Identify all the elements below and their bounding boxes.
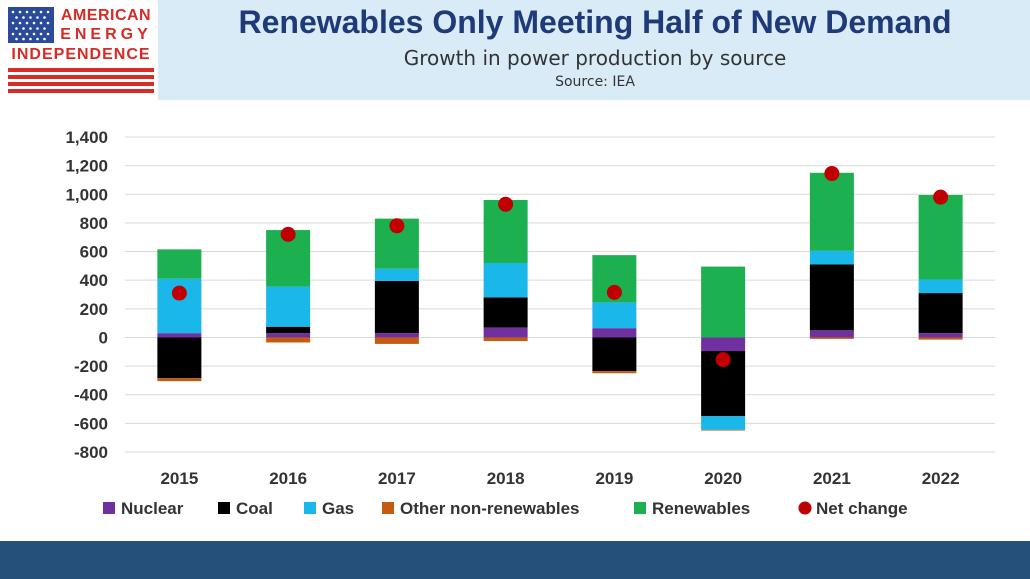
net-change-point-2015 [171, 285, 187, 301]
legend-label-gas: Gas [322, 499, 354, 518]
bar-segment-other-non-renewables-2018 [483, 337, 528, 342]
y-tick-label: 800 [80, 214, 108, 233]
legend-swatch-coal [218, 502, 230, 514]
footer-band [0, 541, 1030, 579]
bar-segment-other-non-renewables-2020 [701, 429, 746, 431]
bar-segment-gas-2016 [266, 286, 311, 327]
y-tick-label: -400 [74, 386, 108, 405]
net-change-point-2016 [280, 226, 296, 242]
y-tick-label: 200 [80, 300, 108, 319]
bar-segment-other-non-renewables-2015 [157, 378, 202, 382]
chart-legend: Nuclear Coal Gas Other non-renewables Renewa… [103, 499, 908, 518]
y-tick-label: 1,400 [65, 128, 108, 147]
bar-segment-nuclear-2018 [483, 327, 528, 338]
y-tick-label: 0 [99, 328, 108, 347]
y-tick-label: 400 [80, 271, 108, 290]
x-tick-label: 2021 [813, 469, 851, 488]
bar-segment-nuclear-2019 [592, 328, 637, 338]
chart-header: AMERICAN ENERGY INDEPENDENCE Renewables … [0, 0, 1030, 100]
flag-stripes-icon [8, 68, 154, 93]
bar-segment-nuclear-2020 [701, 337, 746, 352]
y-tick-label: 1,200 [65, 157, 108, 176]
net-change-point-2018 [498, 196, 514, 212]
chart-subtitle: Growth in power production by source [403, 46, 787, 70]
net-change-point-2017 [389, 218, 405, 234]
bar-segment-gas-2020 [701, 416, 746, 430]
bar-segment-other-non-renewables-2021 [809, 337, 854, 339]
legend-swatch-nuclear [103, 502, 115, 514]
legend-swatch-other-non-renewables [382, 502, 394, 514]
bar-segment-other-non-renewables-2017 [374, 337, 419, 344]
y-tick-label: 600 [80, 243, 108, 262]
logo-text-energy: ENERGY [60, 26, 152, 43]
bar-segment-renewables-2021 [809, 172, 854, 251]
x-tick-label: 2022 [922, 469, 960, 488]
legend-label-other-non-renewables: Other non-renewables [400, 499, 579, 518]
bar-segment-coal-2022 [918, 293, 963, 334]
y-axis-ticks: 1,400 1,200 1,000 800 600 400 200 0 -200 -400 -600… [65, 128, 108, 462]
legend-swatch-gas [304, 502, 316, 514]
x-tick-label: 2020 [704, 469, 742, 488]
net-change-point-2020 [715, 352, 731, 368]
y-tick-label: 1,000 [65, 185, 108, 204]
bar-segment-coal-2019 [592, 337, 637, 372]
y-tick-label: -200 [74, 357, 108, 376]
x-tick-label: 2015 [160, 469, 198, 488]
net-change-point-2021 [824, 166, 840, 182]
legend-label-nuclear: Nuclear [121, 499, 184, 518]
legend-swatch-net-change [798, 501, 812, 515]
logo-text-american: AMERICAN [60, 7, 152, 24]
logo-text-independence: INDEPENDENCE [11, 46, 151, 63]
bar-segment-nuclear-2021 [809, 330, 854, 338]
bar-segment-nuclear-2022 [918, 333, 963, 338]
bar-segment-other-non-renewables-2019 [592, 371, 637, 374]
bar-segment-coal-2016 [266, 326, 311, 334]
x-tick-label: 2019 [595, 469, 633, 488]
x-tick-label: 2017 [378, 469, 416, 488]
gridlines [125, 136, 995, 453]
bar-segment-gas-2018 [483, 263, 528, 298]
net-change-point-2022 [933, 189, 949, 205]
bar-segment-renewables-2015 [157, 249, 202, 279]
bar-segment-coal-2018 [483, 297, 528, 328]
y-tick-label: -800 [74, 443, 108, 462]
legend-swatch-renewables [634, 502, 646, 514]
bar-segment-coal-2021 [809, 264, 854, 331]
bar-segment-renewables-2022 [918, 194, 963, 280]
bar-segment-other-non-renewables-2022 [918, 337, 963, 340]
bar-segment-coal-2015 [157, 337, 202, 379]
bar-segment-coal-2017 [374, 280, 419, 334]
legend-label-renewables: Renewables [652, 499, 750, 518]
bar-segment-nuclear-2017 [374, 333, 419, 338]
bar-segment-gas-2021 [809, 250, 854, 265]
bar-segment-renewables-2020 [701, 266, 746, 338]
bars [157, 172, 963, 431]
y-tick-label: -600 [74, 414, 108, 433]
chart-title: Renewables Only Meeting Half of New Dema… [238, 4, 952, 40]
bar-segment-gas-2019 [592, 302, 637, 329]
us-flag-icon [8, 7, 54, 43]
bar-segment-other-non-renewables-2016 [266, 337, 311, 343]
american-energy-independence-logo: AMERICAN ENERGY INDEPENDENCE [0, 0, 158, 100]
net-change-point-2019 [606, 284, 622, 300]
bar-segment-gas-2022 [918, 279, 963, 294]
bar-segment-nuclear-2015 [157, 333, 202, 338]
x-tick-label: 2016 [269, 469, 307, 488]
chart-source: Source: IEA [555, 74, 635, 90]
legend-label-coal: Coal [236, 499, 273, 518]
legend-label-net-change: Net change [816, 499, 908, 518]
x-axis-ticks: 2015 2016 2017 2018 2019 2020 2021 2022 [160, 469, 959, 488]
net-change-markers [171, 166, 949, 368]
bar-segment-nuclear-2016 [266, 333, 311, 338]
x-tick-label: 2018 [487, 469, 525, 488]
bar-segment-gas-2017 [374, 268, 419, 281]
stacked-bar-chart: 1,400 1,200 1,000 800 600 400 200 0 -200 -400 -600… [65, 128, 995, 518]
